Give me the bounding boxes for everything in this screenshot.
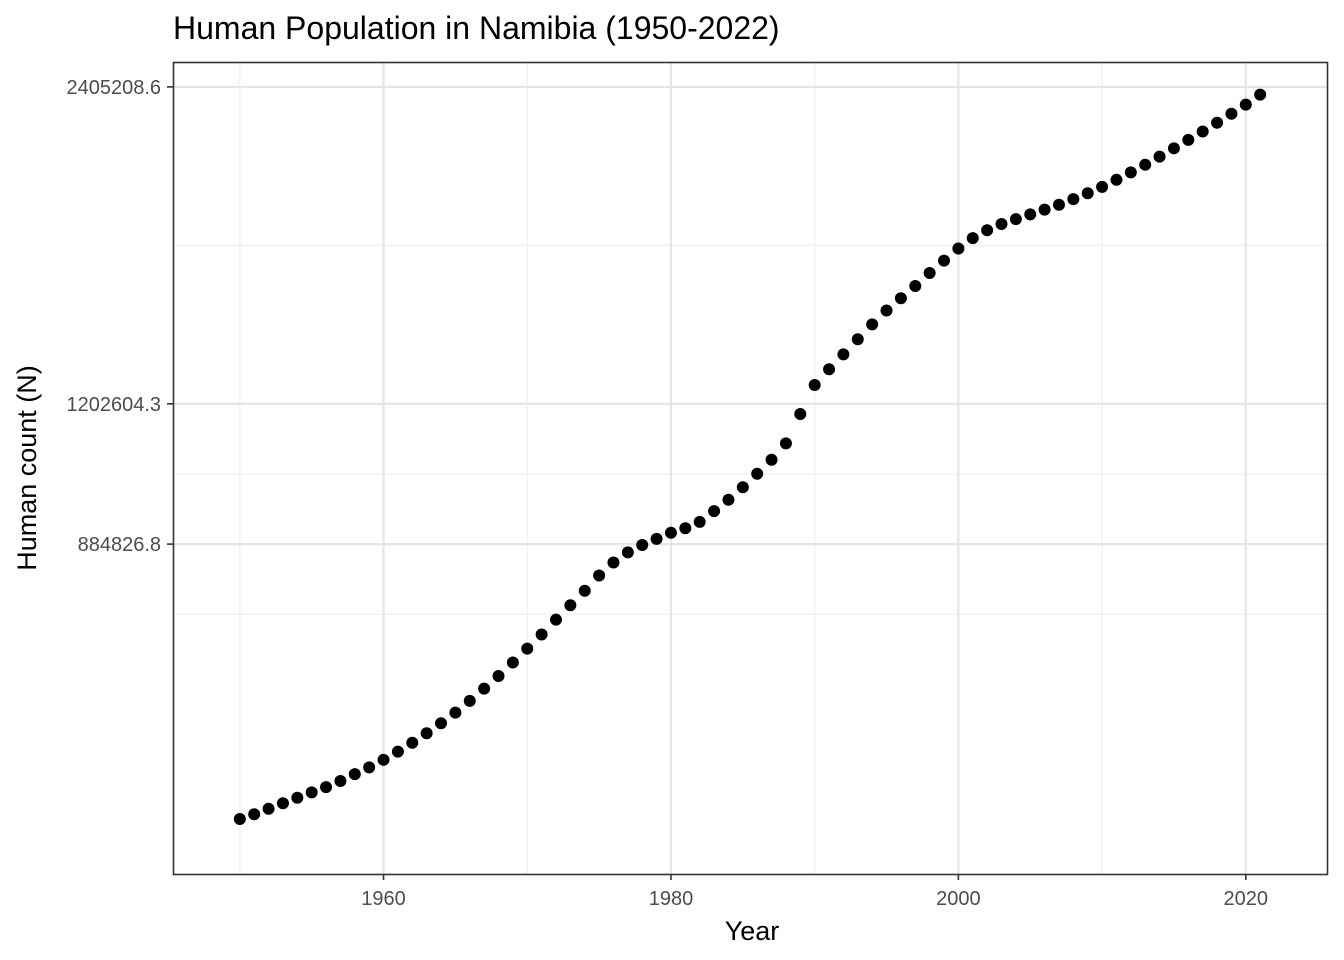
data-point [995,218,1008,231]
data-point [391,745,404,758]
data-point [938,254,951,267]
data-point [837,348,850,361]
x-tick-label: 2000 [936,888,981,910]
data-point [276,797,289,810]
data-point [305,786,318,799]
x-axis-title: Year [725,916,780,946]
data-point [621,546,634,559]
data-point [535,628,548,641]
data-point [794,408,807,421]
x-tick-label: 2020 [1224,888,1269,910]
data-point [708,505,721,518]
data-point [693,515,706,528]
x-tick-label: 1980 [649,888,694,910]
data-point [420,727,433,740]
data-point [952,242,965,255]
data-point [478,682,491,695]
data-point [377,753,390,766]
data-point [736,481,749,494]
data-point [1139,158,1152,171]
data-point [1254,88,1267,101]
data-point [1009,213,1022,226]
data-point [1052,198,1065,211]
data-point [779,437,792,450]
data-point [765,453,778,466]
data-point [1124,166,1137,179]
data-point [463,694,476,707]
x-axis: 1960 1980 2000 2020 [361,874,1268,910]
data-point [248,808,261,821]
data-point [334,775,347,788]
plot-panel-border [172,61,1329,876]
data-point [851,333,864,346]
data-point [1225,107,1238,120]
data-point [866,318,879,331]
data-point [1110,173,1123,186]
data-point [1096,180,1109,193]
data-point [506,656,519,669]
data-point [1167,142,1180,155]
data-point [894,292,907,305]
data-point [564,599,577,612]
data-points [233,88,1267,825]
data-point [449,706,462,719]
x-tick-label: 1960 [361,888,406,910]
data-point [1211,116,1224,129]
chart-title: Human Population in Namibia (1950-2022) [173,10,780,46]
y-tick-label: 2405208.6 [66,77,161,99]
data-point [1081,187,1094,200]
data-point [578,584,591,597]
data-point [722,493,735,506]
y-axis: 884826.8 1202604.3 2405208.6 [66,77,173,556]
data-point [593,569,606,582]
data-point [291,791,304,804]
data-point [1153,150,1166,163]
data-point [1038,203,1051,216]
data-point [406,736,419,749]
data-point [981,224,994,237]
data-point [435,717,448,730]
data-point [880,304,893,317]
data-point [607,556,620,569]
y-tick-label: 1202604.3 [66,394,161,416]
data-point [909,280,922,293]
data-point [650,532,663,545]
major-gridlines [173,62,1327,874]
y-tick-label: 884826.8 [78,534,161,556]
data-point [1067,193,1080,206]
data-point [1196,125,1209,138]
data-point [679,522,692,535]
data-point [808,379,821,392]
data-point [966,232,979,245]
data-point [549,613,562,626]
data-point [1182,133,1195,146]
data-point [492,670,505,683]
data-point [923,267,936,280]
data-point [363,761,376,774]
data-point [664,526,677,539]
data-point [233,812,246,825]
data-point [823,363,836,376]
data-point [521,642,534,655]
data-point [636,539,649,552]
data-point [1024,208,1037,221]
data-point [320,781,333,794]
data-point [348,768,361,781]
y-axis-title: Human count (N) [12,365,42,571]
data-point [1239,98,1252,111]
minor-gridlines [173,62,1327,874]
data-point [751,467,764,480]
data-point [262,802,275,815]
